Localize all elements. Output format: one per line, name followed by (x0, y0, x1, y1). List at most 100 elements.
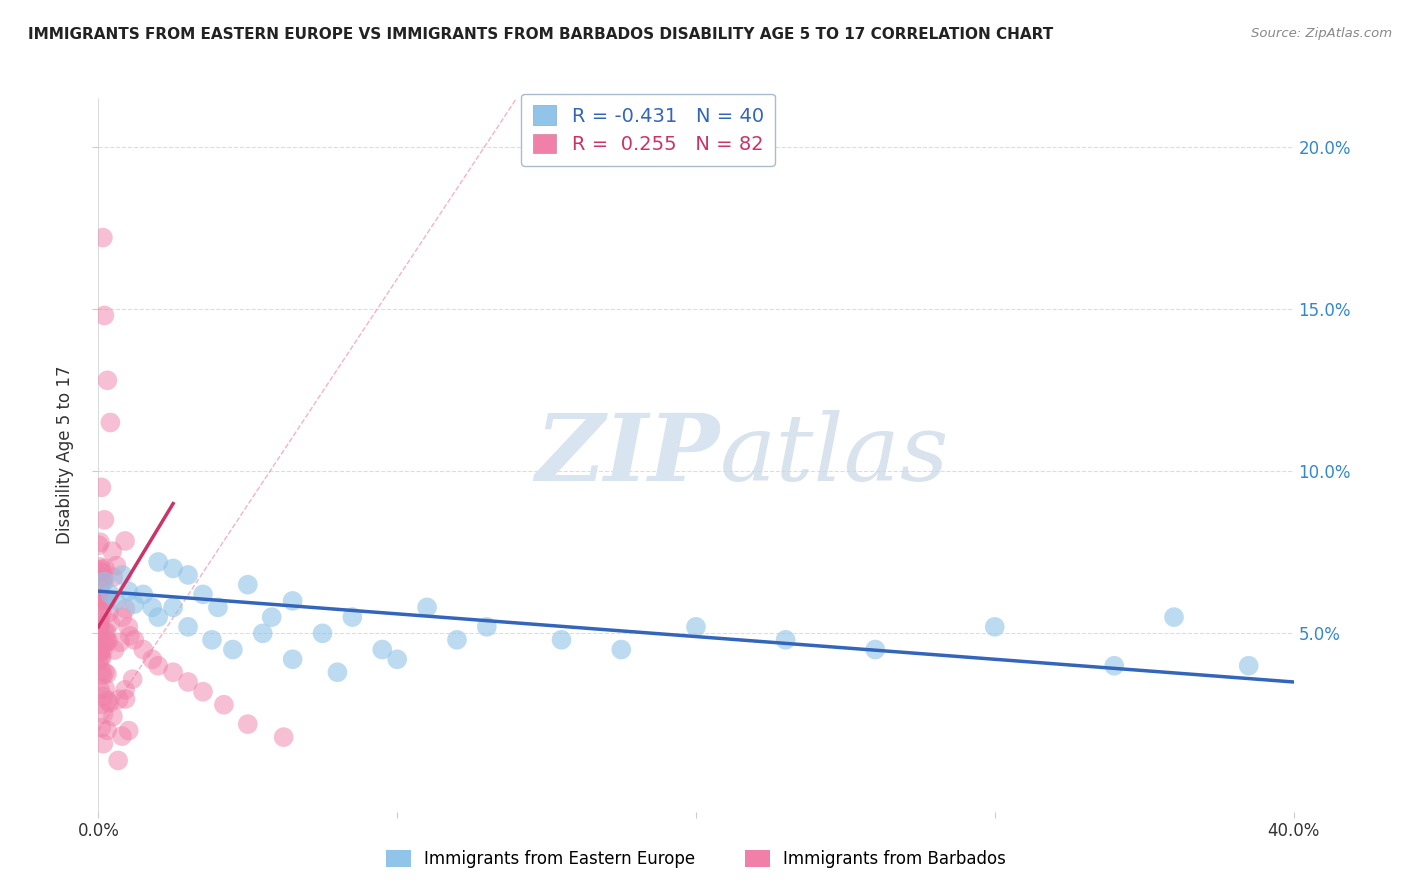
Point (177, 675, 200, 690)
Point (311, 626, 333, 640)
Point (87, 641, 110, 656)
Point (96, 624, 118, 639)
Point (103, 643, 125, 657)
Point (93, 594, 115, 608)
Point (236, 577, 259, 591)
Point (94, 594, 117, 608)
Point (96, 593, 118, 607)
Point (89, 614, 111, 628)
Point (775, 632, 797, 647)
Point (90, 580, 112, 594)
Point (111, 729, 134, 743)
Point (93, 737, 115, 751)
Point (121, 672, 143, 686)
Point (148, 658, 170, 673)
Point (105, 594, 128, 608)
Point (94, 665, 117, 680)
Point (100, 587, 122, 601)
Point (90, 566, 112, 580)
Point (207, 600, 229, 615)
Point (96, 723, 118, 738)
Point (114, 682, 136, 697)
Point (90, 721, 112, 735)
Point (108, 635, 131, 649)
Point (191, 587, 214, 601)
Point (252, 626, 274, 640)
Text: Source: ZipAtlas.com: Source: ZipAtlas.com (1251, 27, 1392, 40)
Y-axis label: Disability Age 5 to 17: Disability Age 5 to 17 (56, 366, 75, 544)
Point (87, 594, 110, 608)
Point (114, 601, 136, 615)
Point (1104, 658, 1126, 673)
Point (371, 642, 394, 657)
Point (91, 690, 114, 704)
Point (281, 594, 304, 608)
Point (865, 642, 887, 657)
Point (90, 664, 112, 678)
Point (117, 723, 139, 738)
Point (550, 632, 572, 647)
Point (100, 416, 122, 430)
Point (273, 730, 295, 744)
Point (91, 668, 114, 682)
Point (148, 610, 170, 624)
Point (90, 698, 112, 712)
Point (90, 563, 112, 577)
Point (385, 652, 409, 666)
Point (93, 706, 115, 721)
Point (90, 649, 112, 664)
Point (107, 692, 129, 706)
Point (96, 666, 118, 681)
Point (91, 642, 114, 657)
Point (89, 681, 111, 696)
Point (326, 665, 349, 680)
Point (132, 587, 155, 601)
Point (416, 600, 439, 615)
Point (91, 574, 114, 589)
Point (118, 629, 141, 643)
Point (111, 610, 134, 624)
Point (114, 692, 136, 706)
Point (610, 642, 633, 657)
Point (94, 681, 117, 696)
Point (132, 642, 155, 657)
Point (87, 632, 110, 647)
Legend: Immigrants from Eastern Europe, Immigrants from Barbados: Immigrants from Eastern Europe, Immigran… (380, 843, 1012, 875)
Point (87, 538, 110, 552)
Point (93, 592, 115, 607)
Point (93, 309, 115, 323)
Point (105, 558, 128, 573)
Point (111, 568, 134, 582)
Point (98, 696, 121, 710)
Point (90, 480, 112, 494)
Point (260, 610, 283, 624)
Point (162, 561, 184, 575)
Point (222, 642, 245, 657)
Point (89, 646, 111, 660)
Point (101, 544, 124, 558)
Point (91, 230, 114, 244)
Point (89, 585, 111, 599)
Point (89, 560, 111, 574)
Point (281, 652, 304, 666)
Point (191, 684, 214, 698)
Point (87, 654, 110, 668)
Point (148, 555, 170, 569)
Point (89, 535, 111, 549)
Point (1163, 610, 1185, 624)
Text: atlas: atlas (720, 410, 949, 500)
Point (236, 717, 259, 731)
Point (94, 636, 117, 650)
Point (93, 570, 115, 584)
Point (96, 633, 118, 648)
Point (93, 513, 115, 527)
Point (98, 615, 121, 630)
Text: ZIP: ZIP (536, 410, 720, 500)
Point (96, 592, 118, 607)
Point (87, 612, 110, 626)
Point (162, 665, 184, 680)
Point (114, 533, 136, 548)
Point (89, 565, 111, 579)
Point (984, 620, 1007, 634)
Point (177, 568, 200, 582)
